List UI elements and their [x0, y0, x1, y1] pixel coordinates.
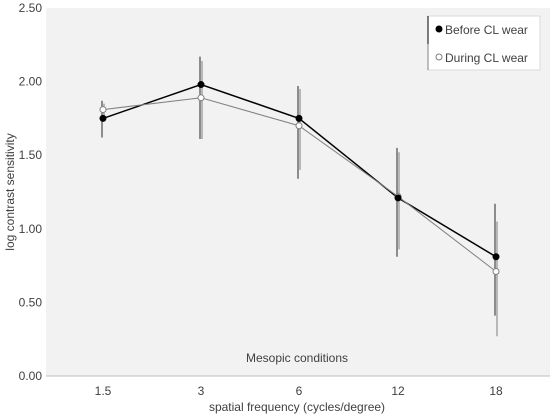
legend-marker-during — [435, 53, 443, 61]
y-tick-label: 2.00 — [19, 75, 43, 89]
data-point — [295, 122, 303, 130]
data-point — [99, 114, 107, 122]
legend-label-during: During CL wear — [445, 51, 528, 65]
x-tick-label: 3 — [198, 384, 205, 398]
data-point — [295, 114, 303, 122]
x-tick-label: 6 — [296, 384, 303, 398]
y-axis-ticks: 0.00 0.50 1.00 1.50 2.00 2.50 — [19, 1, 43, 383]
annotation-mesopic: Mesopic conditions — [246, 351, 348, 365]
y-tick-label: 1.50 — [19, 148, 43, 162]
y-axis-title: log contrast sensitivity — [3, 133, 17, 250]
legend-marker-before — [435, 25, 443, 33]
legend-box — [427, 15, 541, 71]
x-tick-label: 18 — [489, 384, 503, 398]
x-axis-title: spatial frequency (cycles/degree) — [209, 400, 385, 414]
data-point — [197, 81, 205, 89]
data-point — [394, 194, 402, 202]
series-points — [99, 81, 500, 275]
data-point — [197, 94, 205, 102]
y-tick-label: 0.00 — [19, 369, 43, 383]
y-tick-label: 2.50 — [19, 1, 43, 15]
y-tick-label: 0.50 — [19, 295, 43, 309]
x-tick-label: 12 — [391, 384, 405, 398]
data-point — [492, 253, 500, 261]
y-tick-label: 1.00 — [19, 222, 43, 236]
legend: Before CL wear During CL wear — [427, 15, 541, 71]
legend-label-before: Before CL wear — [445, 23, 528, 37]
data-point — [99, 106, 107, 114]
data-point — [492, 267, 500, 275]
x-tick-label: 1.5 — [95, 384, 112, 398]
x-axis-ticks: 1.5 3 6 12 18 — [95, 384, 503, 398]
